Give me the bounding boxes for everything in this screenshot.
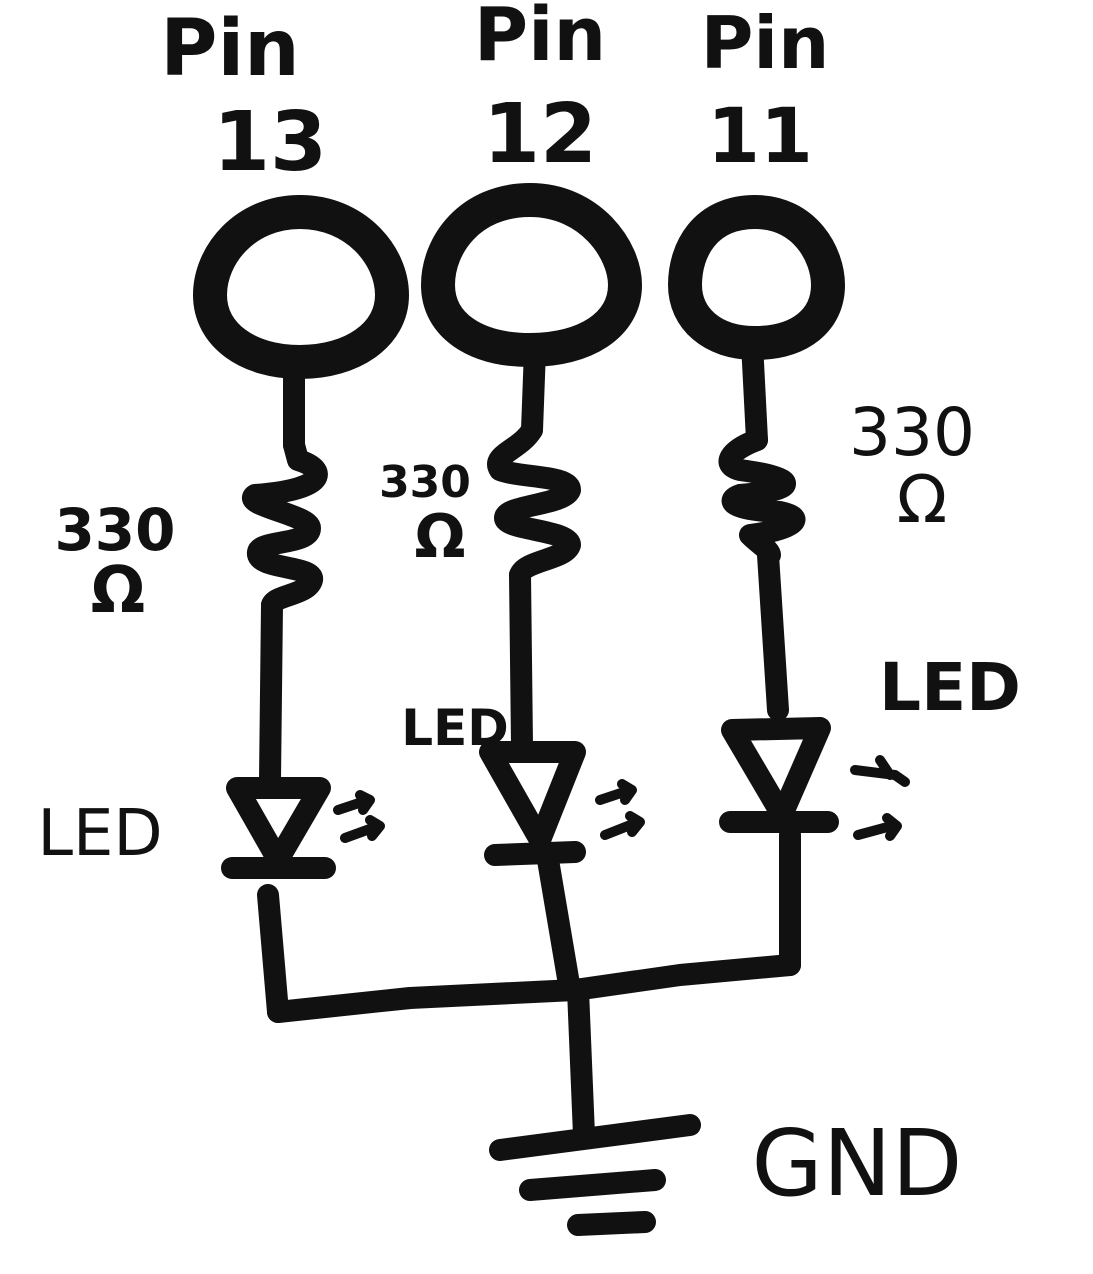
pin-12-wire-top [521, 339, 546, 441]
led-1-return-wire [257, 884, 289, 1023]
resistor-1-unit: Ω [91, 554, 145, 628]
led-2-cathode-bar [484, 841, 586, 866]
pin-11-word: Pin [701, 1, 830, 85]
pin-13-number: 13 [213, 95, 327, 190]
common-bus-wire [267, 954, 801, 1023]
pin-13-terminal [192, 194, 410, 380]
led-2-return-wire [537, 849, 581, 1001]
pin-12-number: 12 [483, 87, 597, 182]
led-3-light-arrows-icon [850, 755, 910, 841]
led-2-wire [509, 564, 533, 756]
ground-label: GND [752, 1110, 963, 1217]
ground-symbol-bar-3 [567, 1211, 656, 1236]
pin-11-terminal [667, 194, 846, 361]
resistor-1-symbol [241, 434, 328, 616]
pin-13-word: Pin [160, 4, 299, 94]
led-2-label: LED [401, 699, 509, 757]
ground-symbol-bar-1 [489, 1114, 701, 1161]
resistor-2-value: 330 [379, 457, 471, 508]
led-1-triangle [226, 777, 331, 871]
led-1-wire [259, 594, 283, 791]
led-2-light-arrows-icon [595, 779, 645, 840]
pin-12-terminal [420, 182, 643, 368]
ground-symbol-bar-2 [519, 1169, 666, 1201]
pin-12-word: Pin [474, 0, 606, 78]
ground-wire [567, 979, 595, 1146]
led-3-wire [757, 544, 789, 721]
pin-11-number: 11 [707, 91, 813, 180]
led-1-light-arrows-icon [333, 790, 385, 843]
led-2-triangle [479, 741, 586, 851]
resistor-3-value: 330 [849, 394, 975, 471]
resistor-2-symbol [487, 419, 581, 586]
led-1-label: LED [37, 797, 162, 871]
led-3-label: LED [879, 649, 1021, 726]
resistor-2-unit: Ω [414, 502, 465, 572]
pin-11-wire-top [741, 332, 768, 451]
led-3-triangle [721, 717, 831, 826]
resistor-3-symbol [718, 429, 806, 566]
resistor-3-unit: Ω [897, 461, 947, 538]
resistor-1-value: 330 [54, 496, 175, 564]
